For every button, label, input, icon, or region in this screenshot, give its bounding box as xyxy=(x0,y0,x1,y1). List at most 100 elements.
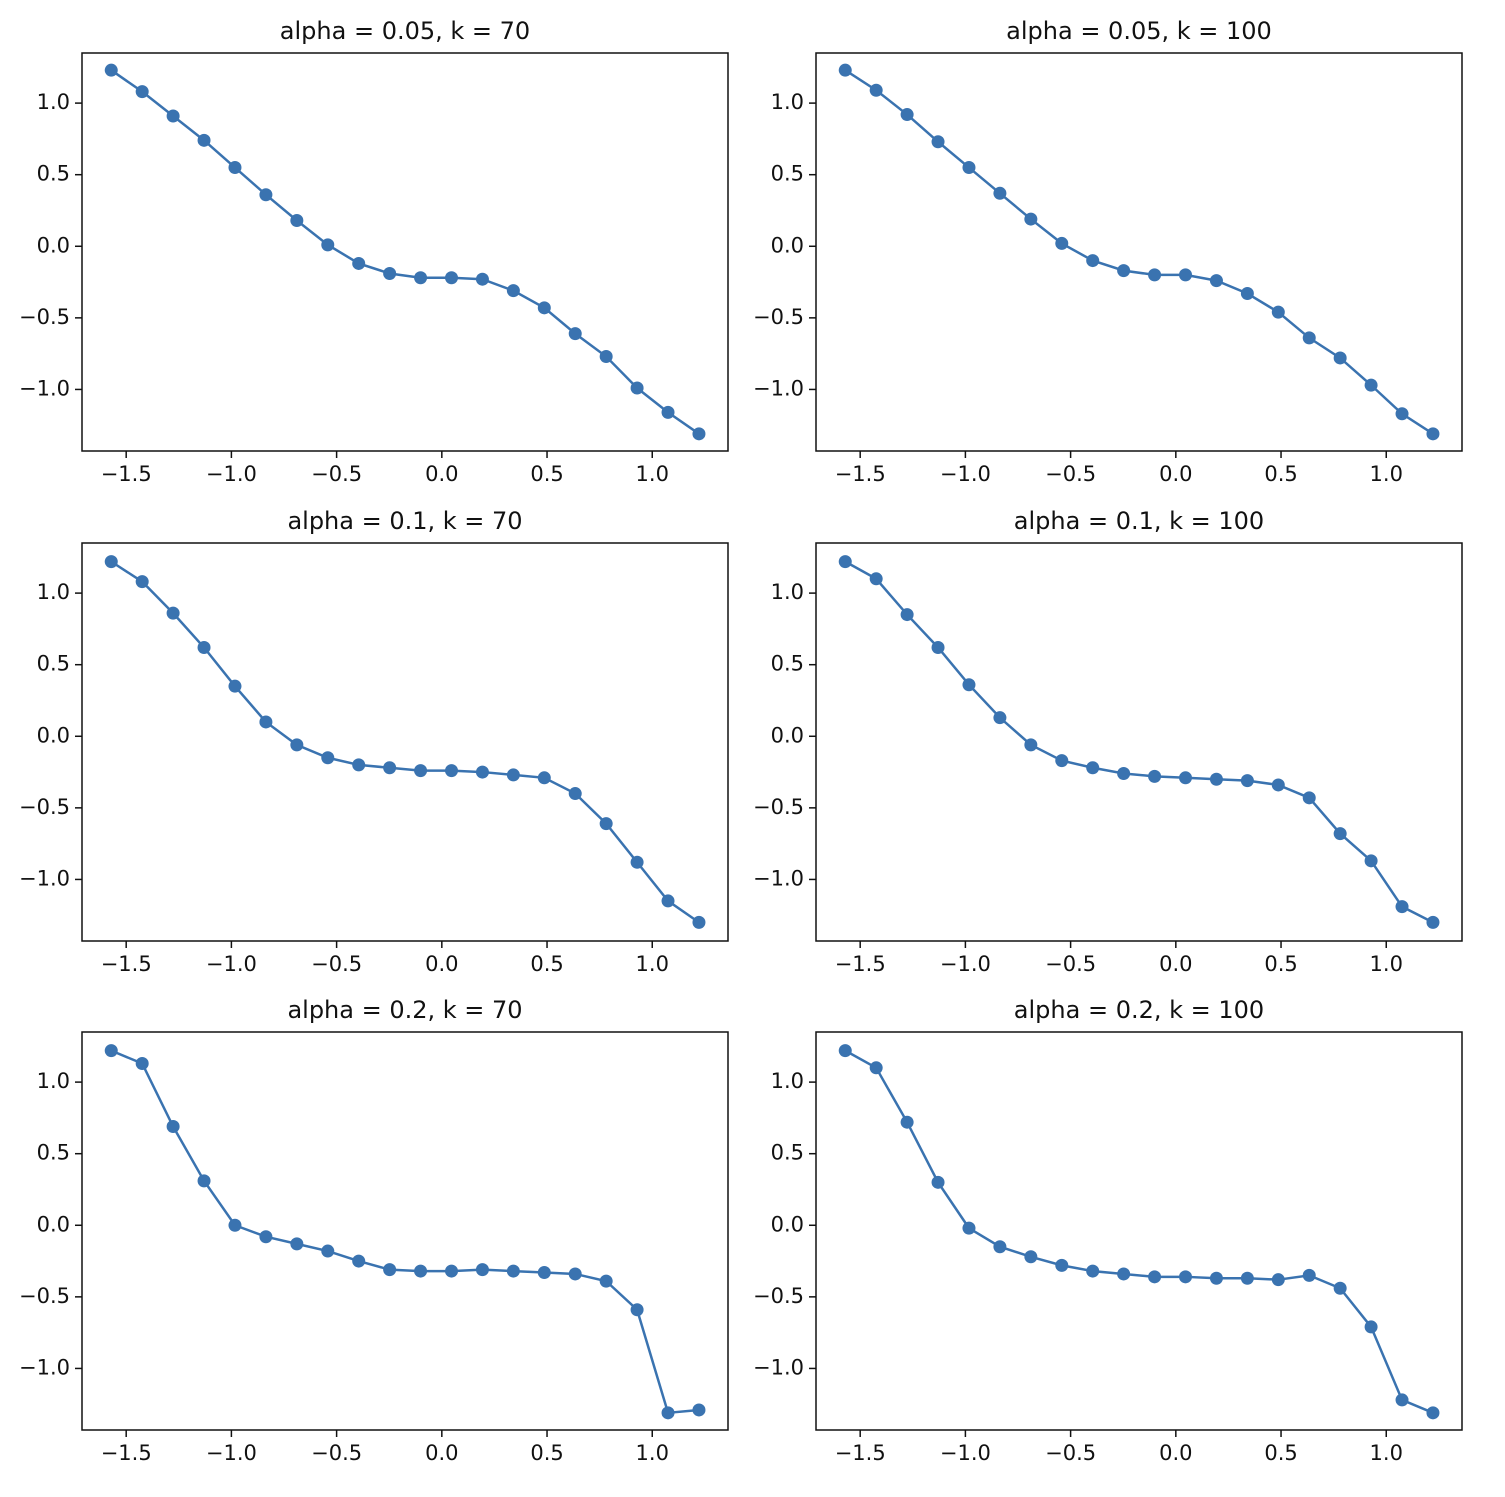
y-tick-label: 0.5 xyxy=(37,652,70,676)
data-point xyxy=(1395,407,1409,421)
data-point xyxy=(1209,274,1223,288)
x-tick-label: −1.5 xyxy=(101,1441,152,1465)
data-point xyxy=(321,751,335,765)
y-tick-label: 0.0 xyxy=(37,1212,70,1236)
data-point xyxy=(166,109,180,123)
data-point xyxy=(869,83,883,97)
data-point xyxy=(931,641,945,655)
subplot-title: alpha = 0.05, k = 100 xyxy=(1006,17,1272,45)
data-point xyxy=(1333,1281,1347,1295)
data-point xyxy=(228,1218,242,1232)
data-point xyxy=(290,738,304,752)
x-tick-label: 0.5 xyxy=(530,1441,563,1465)
data-point xyxy=(1055,1258,1069,1272)
y-tick-label: 0.0 xyxy=(771,233,804,257)
x-tick-label: 1.0 xyxy=(636,462,669,486)
y-tick-label: −1.0 xyxy=(753,866,804,890)
data-point xyxy=(166,606,180,620)
x-tick-label: −1.5 xyxy=(835,952,886,976)
y-tick-label: −0.5 xyxy=(19,795,70,819)
data-point xyxy=(383,761,397,775)
data-point xyxy=(352,256,366,270)
data-point xyxy=(197,641,211,655)
x-tick-label: 0.5 xyxy=(530,952,563,976)
data-point xyxy=(661,894,675,908)
data-point xyxy=(1117,766,1131,780)
data-point xyxy=(537,771,551,785)
data-point xyxy=(228,161,242,175)
data-point xyxy=(931,1175,945,1189)
data-point xyxy=(630,1303,644,1317)
data-point xyxy=(135,85,149,99)
data-point xyxy=(1426,427,1440,441)
y-tick-label: 1.0 xyxy=(37,90,70,114)
x-tick-label: −1.5 xyxy=(835,1441,886,1465)
y-tick-label: −0.5 xyxy=(19,1284,70,1308)
data-point xyxy=(352,1254,366,1268)
data-point xyxy=(1179,1270,1193,1284)
data-point xyxy=(506,1264,520,1278)
data-point xyxy=(993,711,1007,725)
data-point xyxy=(1240,287,1254,301)
data-point xyxy=(692,427,706,441)
data-point xyxy=(599,1274,613,1288)
y-tick-label: 0.0 xyxy=(37,233,70,257)
data-point xyxy=(506,768,520,782)
axes-frame xyxy=(815,52,1463,452)
data-point xyxy=(290,1237,304,1251)
axes-frame xyxy=(81,542,729,942)
x-tick-label: −0.5 xyxy=(311,1441,362,1465)
data-point xyxy=(630,381,644,395)
x-tick-label: −1.5 xyxy=(835,462,886,486)
data-point xyxy=(1333,827,1347,841)
data-point xyxy=(104,555,118,569)
data-point xyxy=(962,1221,976,1235)
data-point xyxy=(1240,1271,1254,1285)
data-point xyxy=(1055,236,1069,250)
data-point xyxy=(1148,769,1162,783)
x-tick-label: −0.5 xyxy=(1045,1441,1096,1465)
data-point xyxy=(838,1044,852,1058)
data-point xyxy=(166,1119,180,1133)
data-line xyxy=(844,1049,1434,1414)
y-tick-label: 0.5 xyxy=(771,162,804,186)
data-point xyxy=(383,266,397,280)
data-point xyxy=(475,272,489,286)
x-tick-label: −1.0 xyxy=(206,462,257,486)
data-point xyxy=(414,764,428,778)
x-tick-label: −0.5 xyxy=(311,952,362,976)
data-point xyxy=(1395,900,1409,914)
x-tick-label: −1.5 xyxy=(101,952,152,976)
y-tick-label: 1.0 xyxy=(37,580,70,604)
x-tick-label: 0.0 xyxy=(1159,1441,1192,1465)
data-point xyxy=(1302,1268,1316,1282)
data-point xyxy=(475,765,489,779)
data-point xyxy=(1240,774,1254,788)
x-tick-label: 1.0 xyxy=(636,952,669,976)
x-tick-label: 1.0 xyxy=(1370,462,1403,486)
data-point xyxy=(445,271,459,285)
subplot-title: alpha = 0.2, k = 70 xyxy=(287,996,522,1024)
data-point xyxy=(383,1263,397,1277)
data-point xyxy=(1086,761,1100,775)
subplot-title: alpha = 0.1, k = 70 xyxy=(287,507,522,535)
data-point xyxy=(630,855,644,869)
y-tick-label: 1.0 xyxy=(771,90,804,114)
data-point xyxy=(993,186,1007,200)
data-point xyxy=(135,1056,149,1070)
data-point xyxy=(869,1061,883,1075)
data-point xyxy=(104,1044,118,1058)
data-point xyxy=(104,63,118,77)
data-point xyxy=(869,572,883,586)
data-point xyxy=(661,1406,675,1420)
data-point xyxy=(1302,331,1316,345)
data-point xyxy=(228,679,242,693)
x-tick-label: 1.0 xyxy=(636,1441,669,1465)
x-tick-label: −1.0 xyxy=(206,1441,257,1465)
y-tick-label: 0.5 xyxy=(771,652,804,676)
data-point xyxy=(1302,791,1316,805)
data-point xyxy=(1395,1393,1409,1407)
data-point xyxy=(1426,1406,1440,1420)
data-point xyxy=(1364,854,1378,868)
